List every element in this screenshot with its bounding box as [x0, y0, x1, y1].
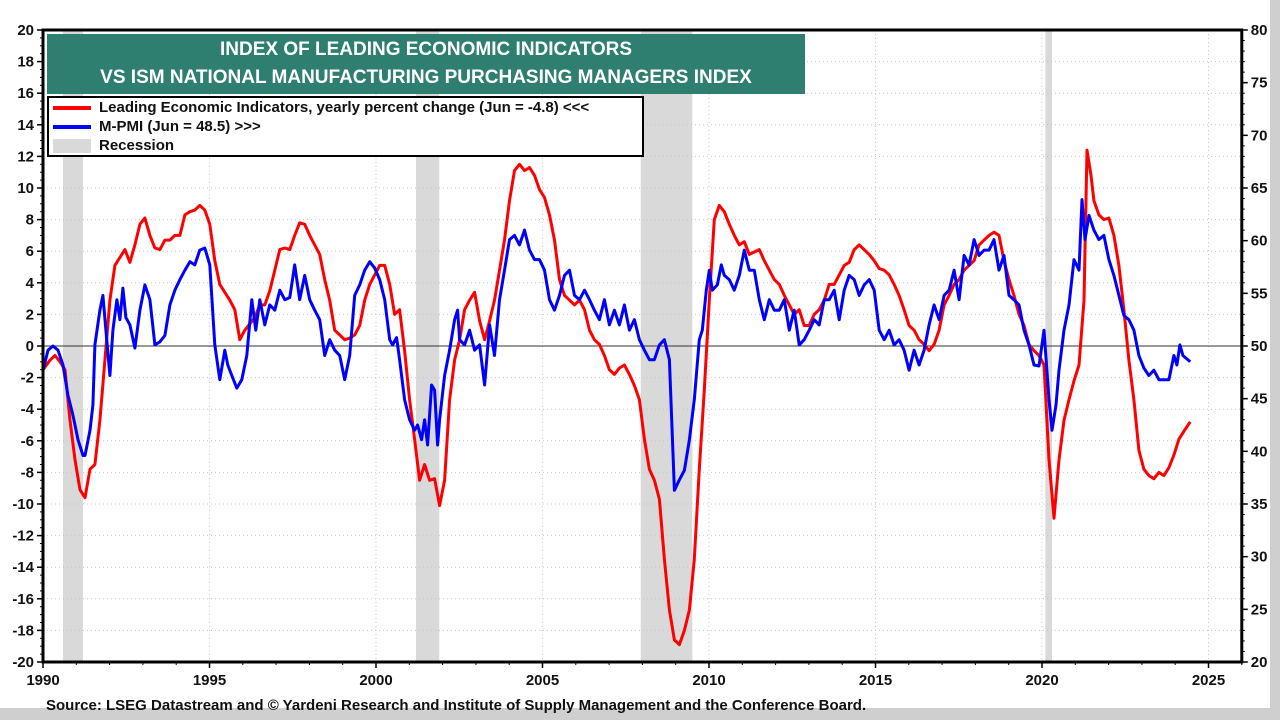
- y-left-tick-label: -8: [21, 464, 34, 481]
- y-right-tick-label: 35: [1251, 496, 1268, 513]
- y-right-tick-label: 60: [1251, 233, 1268, 250]
- y-left-tick-label: 12: [17, 148, 34, 165]
- y-left-tick-label: 14: [17, 117, 34, 134]
- x-tick-label: 1990: [26, 672, 59, 689]
- source-note: Source: LSEG Datastream and © Yardeni Re…: [46, 697, 867, 714]
- legend-item-pmi: M-PMI (Jun = 48.5) >>>: [49, 117, 642, 136]
- y-left-tick-label: 16: [17, 85, 34, 102]
- y-right-tick-label: 50: [1251, 338, 1268, 355]
- x-tick-label: 2015: [859, 672, 892, 689]
- y-left-tick-label: 2: [26, 306, 34, 323]
- y-left-tick-label: 4: [26, 275, 35, 292]
- x-tick-label: 2025: [1192, 672, 1225, 689]
- legend-label: M-PMI (Jun = 48.5) >>>: [99, 118, 261, 135]
- y-left-tick-label: -20: [12, 654, 34, 671]
- legend-swatch-red: [53, 105, 91, 110]
- y-left-tick-label: -4: [21, 401, 35, 418]
- y-right-tick-label: 70: [1251, 127, 1268, 144]
- x-tick-label: 2005: [526, 672, 559, 689]
- y-left-tick-label: -18: [12, 622, 34, 639]
- y-left-tick-label: -10: [12, 496, 34, 513]
- series-line-lei: [41, 148, 1192, 647]
- y-left-tick-label: 6: [26, 243, 34, 260]
- legend-item-lei: Leading Economic Indicators, yearly perc…: [49, 98, 642, 117]
- x-tick-label: 2000: [359, 672, 392, 689]
- y-left-tick-label: -14: [12, 559, 34, 576]
- y-left-tick-label: 8: [26, 212, 34, 229]
- x-tick-label: 2020: [1025, 672, 1058, 689]
- y-left-tick-label: 10: [17, 180, 34, 197]
- y-right-tick-label: 75: [1251, 75, 1268, 92]
- y-right-tick-label: 45: [1251, 391, 1268, 408]
- y-right-tick-label: 20: [1251, 654, 1268, 671]
- y-right-tick-label: 55: [1251, 285, 1268, 302]
- legend-swatch-blue: [53, 124, 91, 129]
- y-right-tick-label: 30: [1251, 549, 1268, 566]
- x-tick-label: 1995: [193, 672, 226, 689]
- chart-title-line-1: INDEX OF LEADING ECONOMIC INDICATORS: [219, 39, 633, 60]
- x-tick-label: 2010: [692, 672, 725, 689]
- legend: Leading Economic Indicators, yearly perc…: [47, 96, 644, 157]
- y-right-tick-label: 80: [1251, 22, 1268, 39]
- chart-title-line-2: VS ISM NATIONAL MANUFACTURING PURCHASING…: [100, 67, 752, 88]
- series-line-pmi: [41, 198, 1192, 492]
- y-left-tick-label: 0: [26, 338, 34, 355]
- y-left-tick-label: -6: [21, 433, 34, 450]
- y-right-tick-label: 25: [1251, 601, 1268, 618]
- y-left-tick-label: -12: [12, 528, 34, 545]
- y-right-tick-label: 40: [1251, 443, 1268, 460]
- legend-item-recession: Recession: [49, 136, 642, 155]
- y-left-tick-label: -2: [21, 370, 34, 387]
- chart-title-box: INDEX OF LEADING ECONOMIC INDICATORS VS …: [47, 34, 805, 94]
- y-left-tick-label: -16: [12, 591, 34, 608]
- y-right-tick-label: 65: [1251, 180, 1268, 197]
- y-left-tick-label: 20: [17, 22, 34, 39]
- legend-label: Recession: [99, 137, 175, 154]
- legend-label: Leading Economic Indicators, yearly perc…: [99, 99, 590, 116]
- legend-swatch-gray: [53, 138, 91, 153]
- y-left-tick-label: 18: [17, 54, 34, 71]
